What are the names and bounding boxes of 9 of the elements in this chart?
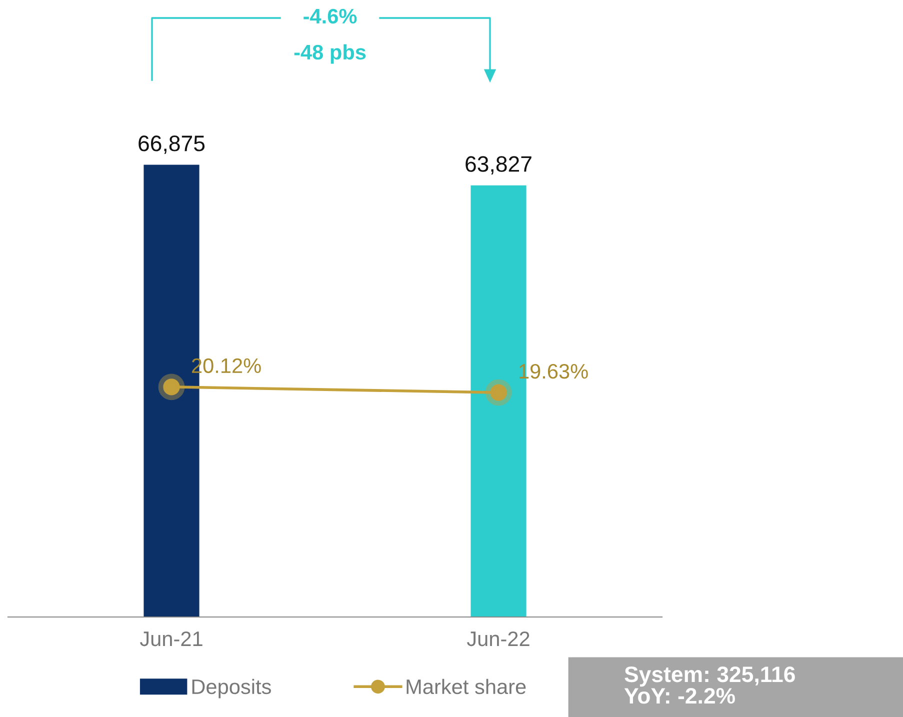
text: System: 325,116 YoY: -2.2% — [624, 666, 795, 704]
legend-label: Market share — [406, 678, 526, 694]
data-label: 66,875 — [138, 136, 205, 154]
x-tick-label: Jun-22 — [466, 631, 530, 646]
text: -4.6% — [304, 8, 357, 24]
x-tick-label: Jun-21 — [140, 631, 202, 646]
data-label: 63,827 — [466, 156, 532, 175]
legend-label: Deposits — [192, 678, 271, 698]
text: -48 pbs — [294, 44, 366, 64]
